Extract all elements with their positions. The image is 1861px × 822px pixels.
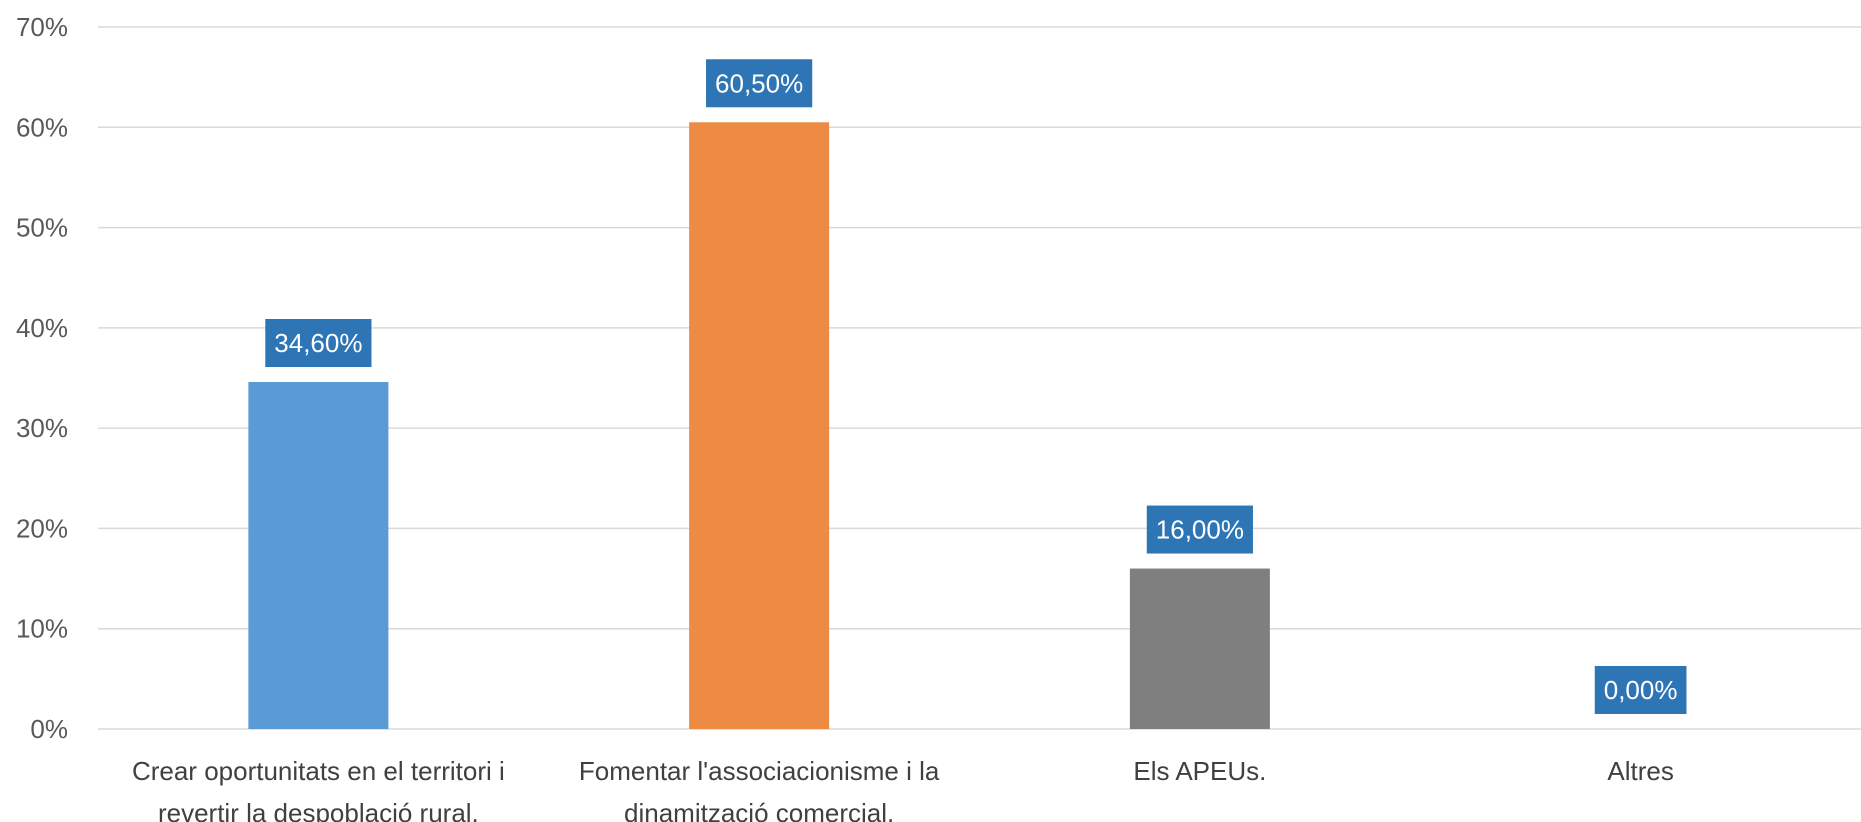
bar [689, 122, 829, 729]
category-label: Crear oportunitats en el territori i reve… [132, 756, 505, 822]
y-axis-tick-labels: 0% 10% 20% 30% 40% 50% 60% 70% [16, 12, 68, 744]
data-label-text: 34,60% [274, 328, 362, 358]
y-tick-label: 60% [16, 112, 68, 142]
data-label: 0,00% [1595, 666, 1687, 714]
category-label-line: Crear oportunitats en el territori i [132, 756, 505, 786]
category-label-line: dinamització comercial. [624, 798, 894, 822]
y-tick-label: 70% [16, 12, 68, 42]
category-labels: Crear oportunitats en el territori i reve… [132, 756, 1674, 822]
data-label-text: 16,00% [1156, 515, 1244, 545]
data-label: 34,60% [265, 319, 371, 367]
bars [248, 122, 1270, 729]
y-tick-label: 10% [16, 614, 68, 644]
bar [248, 382, 388, 729]
category-label-line: Els APEUs. [1133, 756, 1266, 786]
data-label: 60,50% [706, 59, 812, 107]
y-tick-label: 40% [16, 313, 68, 343]
data-label-text: 60,50% [715, 68, 803, 98]
data-label: 16,00% [1147, 506, 1253, 554]
y-tick-label: 50% [16, 213, 68, 243]
category-label: Altres [1607, 756, 1673, 786]
data-labels: 34,60% 60,50% 16,00% 0,00% [265, 59, 1686, 714]
category-label-line: Altres [1607, 756, 1673, 786]
category-label: Fomentar l'associacionisme i la dinamitza… [579, 756, 940, 822]
data-label-text: 0,00% [1604, 675, 1678, 705]
bar [1130, 569, 1270, 729]
category-label: Els APEUs. [1133, 756, 1266, 786]
y-tick-label: 30% [16, 413, 68, 443]
category-label-line: Fomentar l'associacionisme i la [579, 756, 940, 786]
category-label-line: revertir la despoblació rural. [158, 798, 479, 822]
y-tick-label: 0% [30, 714, 68, 744]
y-tick-label: 20% [16, 513, 68, 543]
